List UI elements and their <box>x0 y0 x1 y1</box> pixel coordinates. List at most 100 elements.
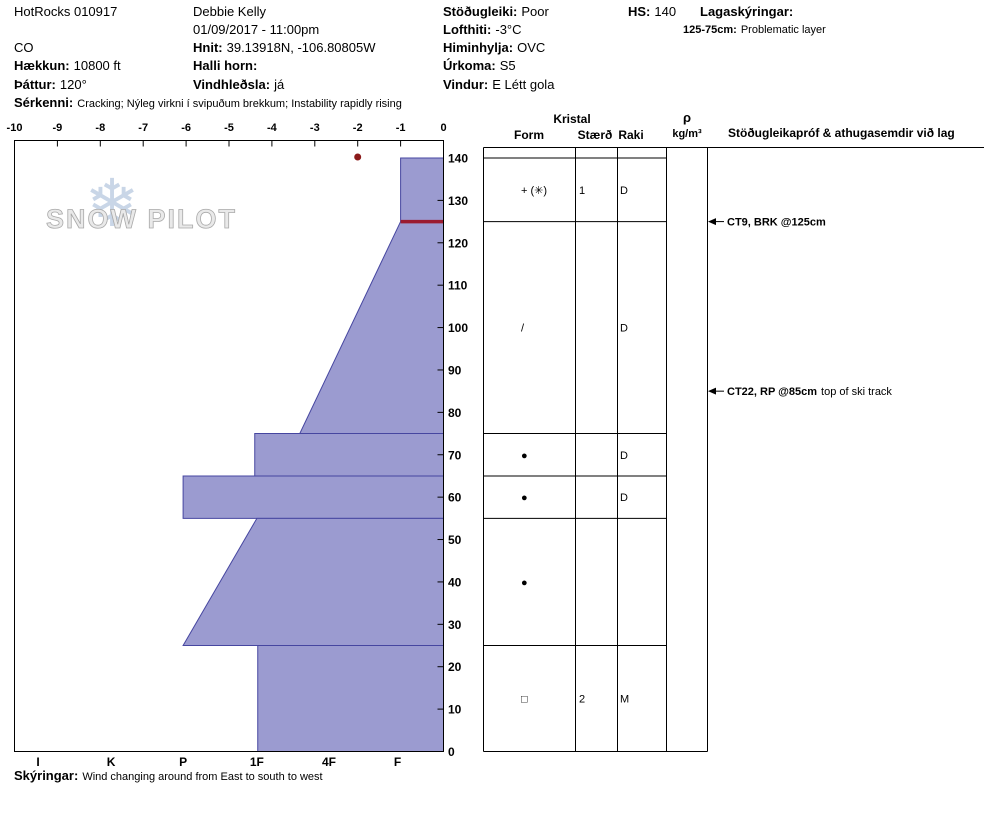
precipitation-value: S5 <box>499 58 516 73</box>
temp-axis-label: -5 <box>224 122 234 134</box>
air-temp-value: -3°C <box>495 22 522 37</box>
layer-notes-label: Lagaskýringar: <box>700 4 794 19</box>
layer-wetness: D <box>620 323 628 335</box>
features-label: Sérkenni: <box>14 95 74 110</box>
layer-note-range: 125-75cm: <box>683 24 737 36</box>
depth-axis-label: 50 <box>448 533 462 547</box>
hardness-axis-label: 1F <box>250 755 264 769</box>
sky-cover-value: OVC <box>517 40 546 55</box>
hardness-axis-label: I <box>36 755 39 769</box>
temp-axis-label: -8 <box>95 122 105 134</box>
temp-axis-label: -9 <box>53 122 63 134</box>
temperature-point <box>354 153 362 161</box>
depth-axis-label: 110 <box>448 279 468 293</box>
depth-axis-label: 140 <box>448 152 468 166</box>
wind: Vindur: E Létt gola <box>443 77 554 92</box>
depth-axis-label: 100 <box>448 321 468 335</box>
hardness-axis-label: K <box>107 755 116 769</box>
snow-layer <box>182 475 444 519</box>
depth-axis-label: 130 <box>448 194 468 208</box>
stability-value: Poor <box>521 4 549 19</box>
sky-cover-label: Himinhylja: <box>443 40 514 55</box>
coordinates-label: Hnit: <box>193 40 223 55</box>
temp-axis-label: 0 <box>440 122 446 134</box>
depth-axis-label: 20 <box>448 660 462 674</box>
precipitation: Úrkoma: S5 <box>443 58 516 73</box>
slope-angle: Halli horn: <box>193 58 261 73</box>
depth-axis-label: 70 <box>448 448 462 462</box>
layer-notes-title: Lagaskýringar: <box>700 4 793 19</box>
table-header-density-symbol: ρ <box>683 110 691 125</box>
comments-text: Wind changing around from East to south … <box>82 771 323 783</box>
layer-form: + (✳) <box>521 185 547 197</box>
table-header-crystal: Kristal <box>553 112 590 126</box>
wind-loading-value: já <box>274 77 285 92</box>
layer-form: ● <box>521 450 528 462</box>
snow-layer <box>257 645 444 752</box>
aspect-value: 120° <box>59 77 87 92</box>
location-state: CO <box>14 40 34 55</box>
observation-datetime: 01/09/2017 - 11:00pm <box>193 22 320 37</box>
elevation-value: 10800 ft <box>73 58 121 73</box>
temp-axis-label: -10 <box>7 122 23 134</box>
snow-layer <box>298 221 444 435</box>
depth-axis-label: 40 <box>448 575 462 589</box>
layer-note: 125-75cm: Problematic layer <box>683 23 826 38</box>
annotation-arrowhead <box>708 218 716 226</box>
snow-height-label: HS: <box>628 4 651 19</box>
slope-angle-label: Halli horn: <box>193 58 258 73</box>
hardness-axis-label: 4F <box>322 755 336 769</box>
comments-label: Skýringar: <box>14 768 79 783</box>
snow-height-value: 140 <box>654 4 677 19</box>
temp-axis-label: -2 <box>353 122 363 134</box>
table-header-form: Form <box>514 128 544 142</box>
test-annotation: CT22, RP @85cm top of ski track <box>727 386 892 398</box>
temp-axis-label: -6 <box>181 122 191 134</box>
temp-axis-label: -7 <box>138 122 148 134</box>
elevation-label: Hækkun: <box>14 58 70 73</box>
layer-wetness: D <box>620 185 628 197</box>
annotation-arrowhead <box>708 387 716 395</box>
snow-layer <box>400 157 444 223</box>
air-temp: Lofthiti: -3°C <box>443 22 522 37</box>
depth-axis-label: 90 <box>448 363 462 377</box>
layer-wetness: D <box>620 492 628 504</box>
aspect-label: Þáttur: <box>14 77 56 92</box>
elevation: Hækkun: 10800 ft <box>14 58 121 73</box>
aspect: Þáttur: 120° <box>14 77 87 92</box>
table-header-tests: Stöðugleikapróf & athugasemdir við lag <box>728 126 955 140</box>
table-header-density-unit: kg/m³ <box>672 128 702 140</box>
stability-label: Stöðugleiki: <box>443 4 518 19</box>
hardness-axis-label: P <box>179 755 187 769</box>
layer-form: / <box>521 323 525 335</box>
snow-height: HS: 140 <box>628 4 676 19</box>
coordinates: Hnit: 39.13918N, -106.80805W <box>193 40 376 55</box>
depth-axis-label: 0 <box>448 745 455 759</box>
observer-name: Debbie Kelly <box>193 4 266 19</box>
layer-form: □ <box>521 694 528 706</box>
depth-axis-label: 60 <box>448 491 462 505</box>
depth-axis-label: 120 <box>448 236 468 250</box>
depth-axis-label: 10 <box>448 703 462 717</box>
snow-layer <box>182 517 444 647</box>
pit-name: HotRocks 010917 <box>14 4 118 19</box>
snowpilot-logo: SNOW PILOT <box>46 204 237 234</box>
layer-wetness: D <box>620 450 628 462</box>
layer-note-text: Problematic layer <box>740 24 826 36</box>
layer-form: ● <box>521 492 528 504</box>
snow-layer <box>254 433 444 477</box>
precipitation-label: Úrkoma: <box>443 58 496 73</box>
layer-form: ● <box>521 577 528 589</box>
layer-wetness: M <box>620 694 629 706</box>
wind-label: Vindur: <box>443 77 489 92</box>
temp-axis-label: -1 <box>396 122 406 134</box>
wind-loading: Vindhleðsla: já <box>193 77 284 92</box>
layer-size: 1 <box>579 185 585 197</box>
coordinates-value: 39.13918N, -106.80805W <box>226 40 376 55</box>
wind-value: E Létt gola <box>492 77 555 92</box>
hardness-axis-label: F <box>394 755 401 769</box>
footer-comments: Skýringar: Wind changing around from East… <box>14 768 323 783</box>
depth-axis-label: 80 <box>448 406 462 420</box>
special-features: Sérkenni: Cracking; Nýleg virkni í svipuð… <box>14 95 402 112</box>
